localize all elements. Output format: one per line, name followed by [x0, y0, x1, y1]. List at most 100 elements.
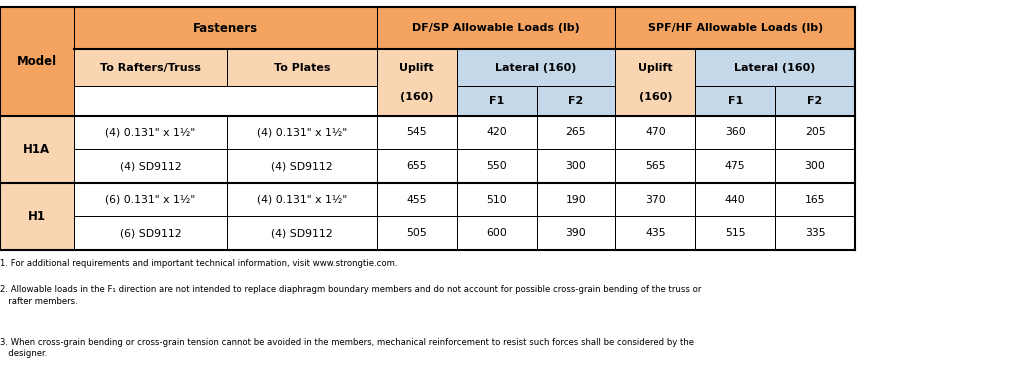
Bar: [457, 149, 537, 183]
Text: 600: 600: [486, 228, 507, 238]
Bar: [227, 49, 377, 86]
Text: (4) SD9112: (4) SD9112: [271, 228, 333, 238]
Text: 505: 505: [407, 228, 427, 238]
Bar: [457, 216, 537, 250]
Bar: [227, 216, 377, 250]
Text: Lateral (160): Lateral (160): [734, 62, 816, 73]
Bar: [537, 183, 615, 216]
Bar: [74, 216, 227, 250]
Text: Uplift: Uplift: [399, 63, 434, 73]
Bar: [377, 149, 457, 183]
Text: F2: F2: [808, 96, 822, 106]
Bar: [0, 7, 74, 116]
Bar: [377, 49, 457, 116]
Text: Lateral (160): Lateral (160): [496, 62, 577, 73]
Text: 360: 360: [725, 127, 745, 138]
Text: 265: 265: [565, 127, 587, 138]
Text: 475: 475: [725, 161, 745, 171]
Text: 3. When cross-grain bending or cross-grain tension cannot be avoided in the memb: 3. When cross-grain bending or cross-gra…: [0, 338, 694, 358]
Text: (160): (160): [400, 92, 433, 102]
Bar: [457, 86, 537, 116]
Bar: [377, 7, 615, 49]
Text: Uplift: Uplift: [638, 63, 673, 73]
Bar: [615, 149, 695, 183]
Bar: [615, 116, 695, 149]
Text: (6) SD9112: (6) SD9112: [120, 228, 181, 238]
Text: 165: 165: [805, 195, 825, 205]
Text: H1A: H1A: [24, 143, 50, 156]
Text: 510: 510: [486, 195, 507, 205]
Bar: [74, 149, 227, 183]
Text: Fasteners: Fasteners: [193, 22, 258, 35]
Text: (160): (160): [639, 92, 672, 102]
Bar: [74, 183, 227, 216]
Text: 1. For additional requirements and important technical information, visit www.st: 1. For additional requirements and impor…: [0, 259, 397, 268]
Text: 300: 300: [805, 161, 825, 171]
Bar: [615, 7, 855, 49]
Text: To Rafters/Truss: To Rafters/Truss: [100, 62, 201, 73]
Bar: [775, 116, 855, 149]
Bar: [74, 116, 227, 149]
Text: 655: 655: [407, 161, 427, 171]
Bar: [695, 49, 855, 86]
Text: 370: 370: [645, 195, 666, 205]
Bar: [0, 183, 74, 250]
Text: 390: 390: [565, 228, 587, 238]
Text: 455: 455: [407, 195, 427, 205]
Text: To Plates: To Plates: [273, 62, 331, 73]
Text: Model: Model: [16, 55, 57, 68]
Text: (4) 0.131" x 1½": (4) 0.131" x 1½": [257, 195, 347, 205]
Bar: [695, 149, 775, 183]
Bar: [227, 116, 377, 149]
Bar: [457, 183, 537, 216]
Bar: [615, 49, 695, 116]
Bar: [227, 183, 377, 216]
Bar: [615, 183, 695, 216]
Bar: [227, 149, 377, 183]
Bar: [377, 183, 457, 216]
Text: 205: 205: [805, 127, 825, 138]
Text: (4) 0.131" x 1½": (4) 0.131" x 1½": [257, 127, 347, 138]
Text: 440: 440: [725, 195, 745, 205]
Text: 470: 470: [645, 127, 666, 138]
Text: F2: F2: [568, 96, 584, 106]
Bar: [457, 116, 537, 149]
Bar: [74, 49, 227, 86]
Bar: [695, 86, 775, 116]
Text: 435: 435: [645, 228, 666, 238]
Text: 2. Allowable loads in the F₁ direction are not intended to replace diaphragm bou: 2. Allowable loads in the F₁ direction a…: [0, 285, 701, 306]
Text: 565: 565: [645, 161, 666, 171]
Bar: [775, 86, 855, 116]
Text: 550: 550: [486, 161, 507, 171]
Text: (6) 0.131" x 1½": (6) 0.131" x 1½": [105, 195, 196, 205]
Text: DF/SP Allowable Loads (lb): DF/SP Allowable Loads (lb): [413, 23, 580, 33]
Text: H1: H1: [28, 210, 46, 223]
Bar: [615, 216, 695, 250]
Bar: [537, 149, 615, 183]
Bar: [537, 216, 615, 250]
Text: F1: F1: [489, 96, 504, 106]
Bar: [0, 116, 74, 183]
Bar: [457, 49, 615, 86]
Text: (4) 0.131" x 1½": (4) 0.131" x 1½": [105, 127, 196, 138]
Bar: [377, 216, 457, 250]
Text: (4) SD9112: (4) SD9112: [271, 161, 333, 171]
Bar: [695, 116, 775, 149]
Bar: [537, 86, 615, 116]
Bar: [695, 216, 775, 250]
Text: 420: 420: [486, 127, 507, 138]
Text: 190: 190: [565, 195, 587, 205]
Bar: [74, 7, 377, 49]
Text: F1: F1: [728, 96, 742, 106]
Text: SPF/HF Allowable Loads (lb): SPF/HF Allowable Loads (lb): [647, 23, 823, 33]
Text: 515: 515: [725, 228, 745, 238]
Bar: [775, 149, 855, 183]
Bar: [695, 183, 775, 216]
Text: 335: 335: [805, 228, 825, 238]
Bar: [377, 116, 457, 149]
Bar: [537, 116, 615, 149]
Text: 300: 300: [565, 161, 587, 171]
Bar: [775, 216, 855, 250]
Text: (4) SD9112: (4) SD9112: [120, 161, 181, 171]
Bar: [775, 183, 855, 216]
